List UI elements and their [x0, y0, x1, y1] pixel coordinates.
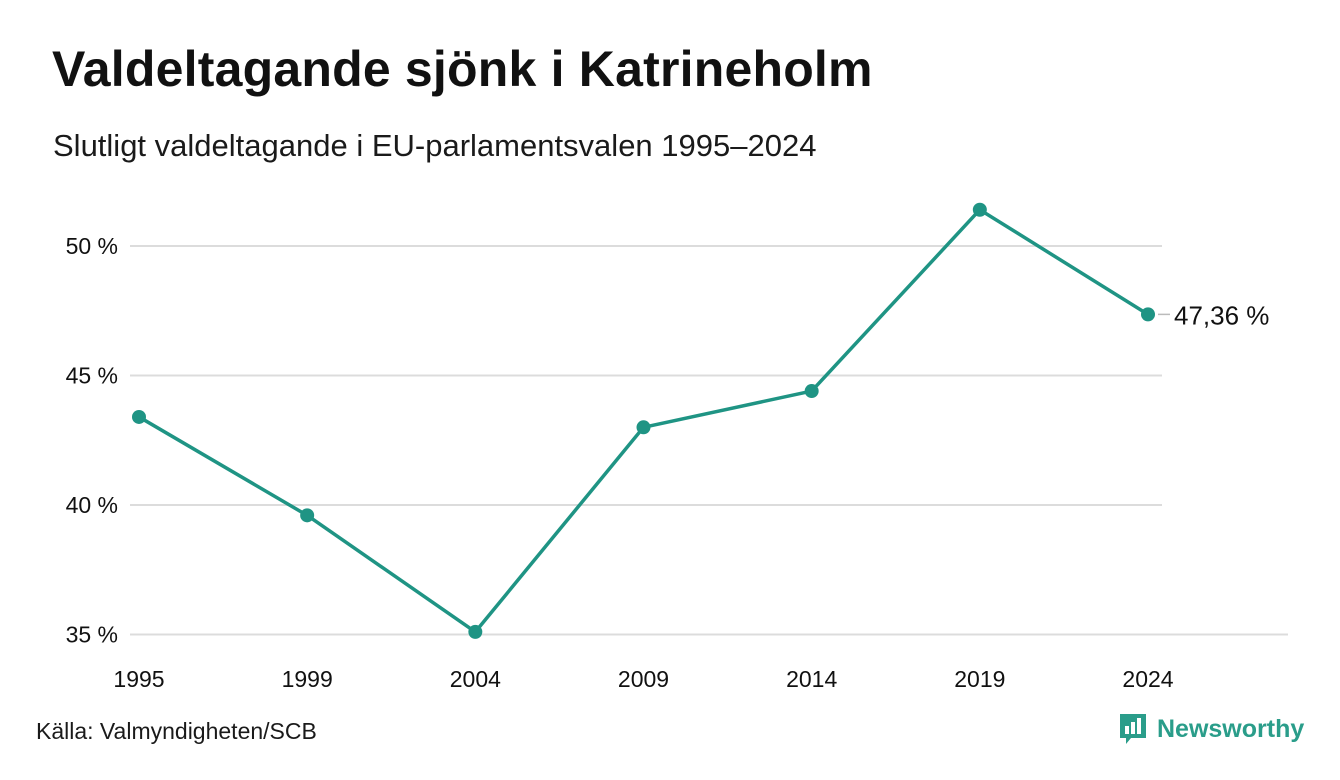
x-tick-label: 2024	[1122, 666, 1173, 692]
y-tick-label: 50 %	[66, 233, 118, 259]
x-tick-label: 1999	[282, 666, 333, 692]
x-tick-label: 2014	[786, 666, 837, 692]
x-tick-label: 2019	[954, 666, 1005, 692]
y-tick-label: 35 %	[66, 622, 118, 648]
data-point	[300, 508, 315, 523]
data-point	[132, 409, 146, 424]
end-value-label: 47,36 %	[1174, 300, 1269, 330]
data-point	[468, 624, 483, 639]
chart-title: Valdeltagande sjönk i Katrineholm	[52, 41, 873, 97]
data-point	[804, 384, 819, 399]
chart-subtitle: Slutligt valdeltagande i EU-parlamentsva…	[53, 128, 817, 163]
bar-chart-speech-bubble-icon	[1120, 714, 1146, 744]
data-point	[1141, 307, 1155, 322]
x-tick-label: 2004	[450, 666, 501, 692]
data-point	[972, 202, 987, 217]
x-tick-label: 2009	[618, 666, 669, 692]
source-note: Källa: Valmyndigheten/SCB	[36, 718, 317, 744]
y-tick-label: 40 %	[66, 492, 118, 518]
data-point	[636, 420, 651, 435]
y-tick-label: 45 %	[66, 363, 118, 389]
x-tick-label: 1995	[113, 666, 164, 692]
brand-name: Newsworthy	[1157, 714, 1305, 743]
brand-logo: Newsworthy	[1118, 712, 1304, 746]
